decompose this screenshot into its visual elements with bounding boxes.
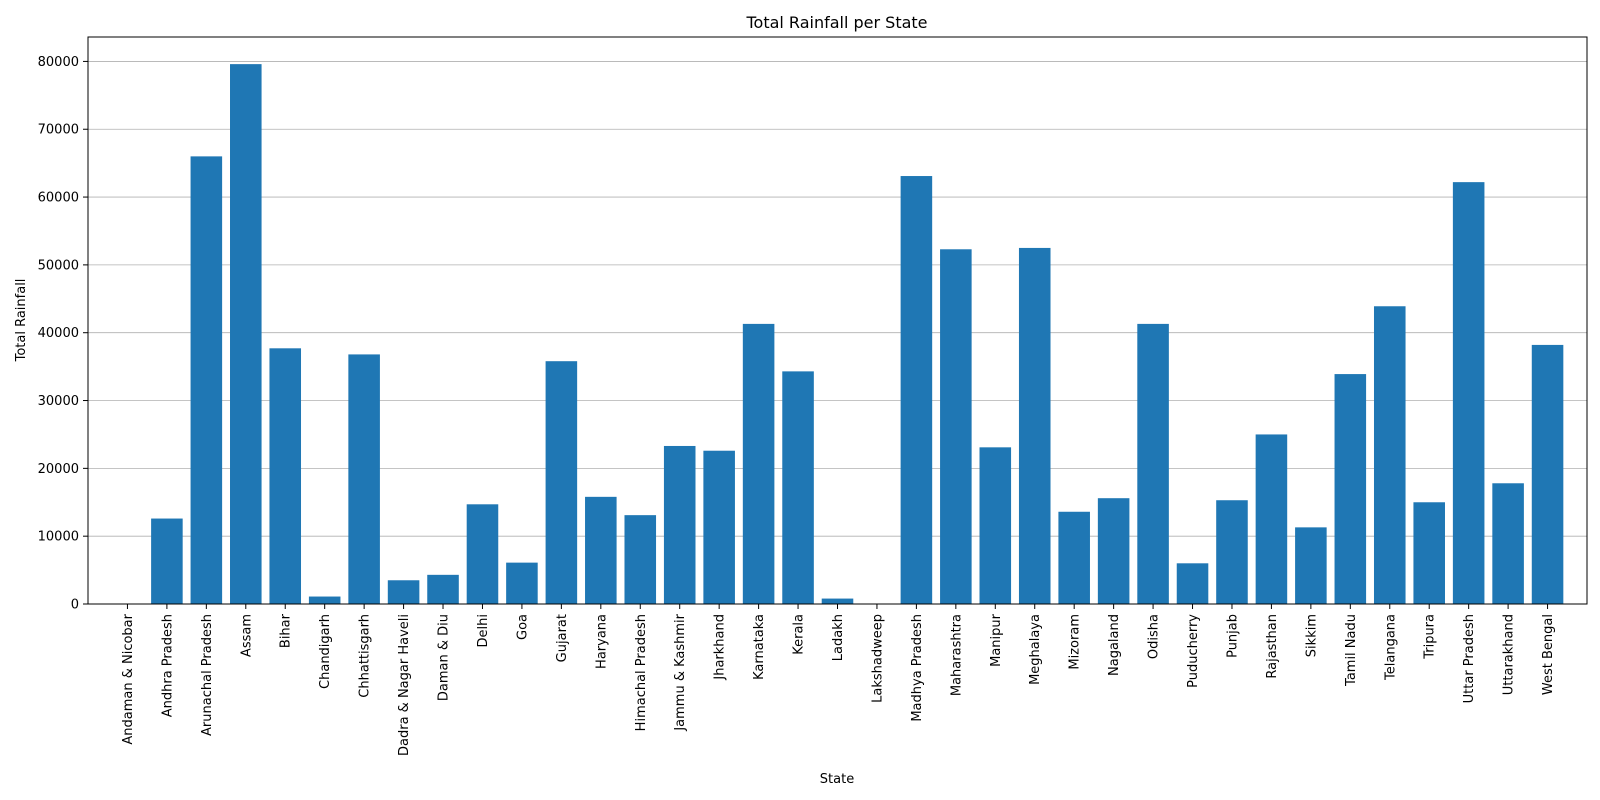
bar-bihar <box>269 348 302 604</box>
x-tick-label: Manipur <box>989 613 1004 667</box>
bar-west-bengal <box>1531 344 1564 604</box>
chart-title: Total Rainfall per State <box>745 13 927 32</box>
x-tick-label: Rajasthan <box>1265 614 1280 679</box>
y-axis-title: Total Rainfall <box>14 279 29 363</box>
bar-puducherry <box>1176 563 1209 604</box>
x-tick-label: Tamil Nadu <box>1344 614 1359 687</box>
x-tick-label: Delhi <box>476 614 491 647</box>
y-tick-label: 80000 <box>38 55 79 70</box>
bar-arunachal-pradesh <box>190 156 223 605</box>
bar-sikkim <box>1295 527 1327 604</box>
bar-himachal-pradesh <box>624 515 657 604</box>
bar-meghalaya <box>1018 247 1051 604</box>
x-tick-label: Ladakh <box>831 614 846 661</box>
x-tick-label: Andhra Pradesh <box>160 614 175 717</box>
bar-uttar-pradesh <box>1452 182 1485 604</box>
x-tick-label: Uttarakhand <box>1502 614 1517 695</box>
x-tick-label: Assam <box>239 614 254 657</box>
y-tick-label: 30000 <box>38 394 79 409</box>
bar-uttarakhand <box>1492 483 1524 604</box>
x-tick-label: Himachal Pradesh <box>634 614 649 731</box>
bar-punjab <box>1216 500 1248 604</box>
bar-tamil-nadu <box>1334 374 1367 604</box>
bar-delhi <box>466 504 499 604</box>
bar-ladakh <box>821 598 854 604</box>
bar-rajasthan <box>1255 434 1288 604</box>
y-tick-label: 50000 <box>38 258 79 273</box>
x-tick-label: Chhattisgarh <box>358 614 373 698</box>
y-tick-label: 0 <box>71 598 79 613</box>
bar-manipur <box>979 447 1012 604</box>
x-tick-label: Tripura <box>1423 614 1438 660</box>
bar-telangana <box>1373 306 1406 604</box>
x-tick-label: Jammu & Kashmir <box>673 613 688 731</box>
x-tick-label: Dadra & Nagar Haveli <box>397 614 412 756</box>
x-tick-label: Daman & Diu <box>437 614 452 701</box>
bar-mizoram <box>1058 511 1090 604</box>
x-tick-label: Madhya Pradesh <box>910 614 925 722</box>
x-tick-label: Andaman & Nicobar <box>121 613 136 744</box>
y-tick-label: 20000 <box>38 462 79 477</box>
bar-maharashtra <box>940 249 972 604</box>
bar-gujarat <box>545 361 578 604</box>
y-axis-ticks: 0 10000 20000 30000 40000 50000 60000 70000 8000… <box>38 55 88 613</box>
bar-dadra-nagar-haveli <box>387 580 420 604</box>
bar-daman-diu <box>427 574 459 604</box>
y-tick-label: 60000 <box>38 191 79 206</box>
bar-odisha <box>1137 323 1169 604</box>
x-tick-label: Chandigarh <box>318 614 333 689</box>
x-tick-label: Telangana <box>1383 614 1398 681</box>
x-tick-label: Nagaland <box>1107 614 1122 676</box>
bar-madhya-pradesh <box>900 176 933 604</box>
x-axis-title: State <box>820 772 854 787</box>
x-tick-label: West Bengal <box>1541 614 1556 695</box>
bar-nagaland <box>1097 498 1130 604</box>
x-tick-label: Karnataka <box>752 614 767 680</box>
x-tick-label: Haryana <box>594 614 609 669</box>
x-tick-label: Puducherry <box>1186 614 1201 688</box>
y-tick-label: 70000 <box>38 123 79 138</box>
x-tick-label: Odisha <box>1147 614 1162 659</box>
y-tick-label: 10000 <box>38 530 79 545</box>
bar-haryana <box>585 496 617 604</box>
bar-jammu-kashmir <box>663 445 696 604</box>
y-tick-label: 40000 <box>38 326 79 341</box>
bar-andhra-pradesh <box>151 518 183 604</box>
bar-karnataka <box>742 323 775 604</box>
x-tick-label: Maharashtra <box>949 614 964 696</box>
x-axis-ticks: Andaman & Nicobar Andhra Pradesh Arunachal… <box>121 604 1556 756</box>
bar-goa <box>506 562 538 604</box>
bars <box>151 64 1564 605</box>
x-tick-label: Goa <box>515 614 530 640</box>
bar-chhattisgarh <box>348 354 380 604</box>
bar-jharkhand <box>703 450 735 604</box>
x-tick-label: Jharkhand <box>713 614 728 681</box>
x-tick-label: Bihar <box>279 613 294 648</box>
bar-assam <box>230 64 262 604</box>
x-tick-label: Lakshadweep <box>870 614 885 703</box>
x-tick-label: Meghalaya <box>1028 614 1043 685</box>
x-tick-label: Mizoram <box>1068 614 1083 670</box>
x-tick-label: Punjab <box>1225 614 1240 658</box>
bar-chandigarh <box>308 596 341 604</box>
x-tick-label: Uttar Pradesh <box>1462 614 1477 703</box>
bar-tripura <box>1413 502 1445 604</box>
x-tick-label: Gujarat <box>555 614 570 662</box>
gridlines <box>88 61 1587 605</box>
bar-kerala <box>782 371 814 604</box>
x-tick-label: Sikkim <box>1304 614 1319 657</box>
x-tick-label: Kerala <box>792 614 807 655</box>
x-tick-label: Arunachal Pradesh <box>200 614 215 736</box>
